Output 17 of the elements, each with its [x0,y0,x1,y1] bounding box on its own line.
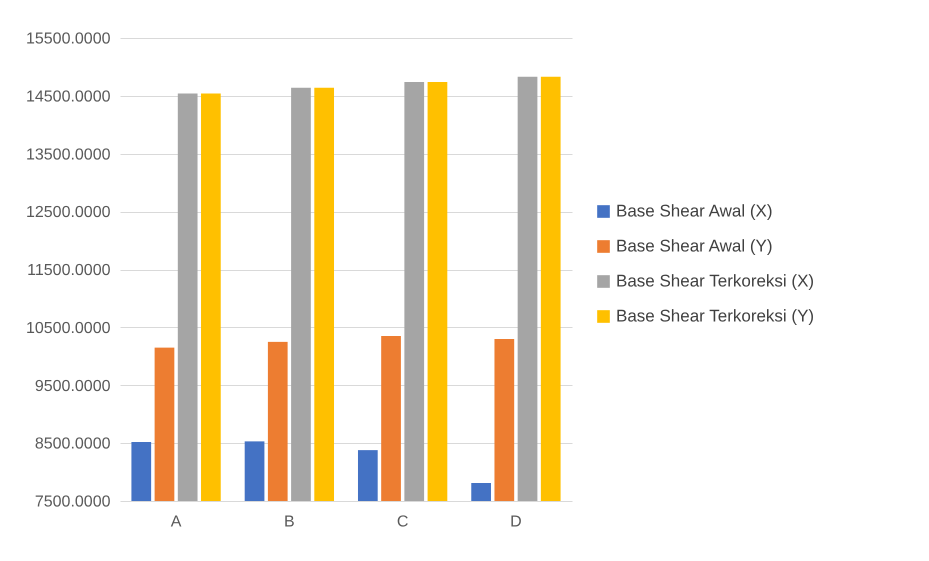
x-tick-label: C [396,514,408,530]
legend-label: Base Shear Awal (Y) [616,236,773,256]
x-tick-label: A [170,514,182,530]
x-tick-label: B [284,514,295,530]
x-tick-label: D [510,514,522,530]
y-tick-label: 9500.0000 [34,378,111,395]
y-tick-label: 8500.0000 [34,436,111,453]
legend-label: Base Shear Awal (X) [616,202,773,220]
y-tick-label: 10500.0000 [26,320,111,337]
y-tick-label: 15500.0000 [26,30,111,48]
y-tick-label: 12500.0000 [26,204,111,222]
y-tick-label: 14500.0000 [26,88,111,106]
y-tick-label: 11500.0000 [27,262,111,279]
legend-label: Base Shear Terkoreksi (Y) [616,306,814,326]
y-tick-label: 13500.0000 [26,146,111,164]
y-tick-label: 7500.0000 [34,494,111,510]
legend-label: Base Shear Terkoreksi (X) [616,272,814,290]
